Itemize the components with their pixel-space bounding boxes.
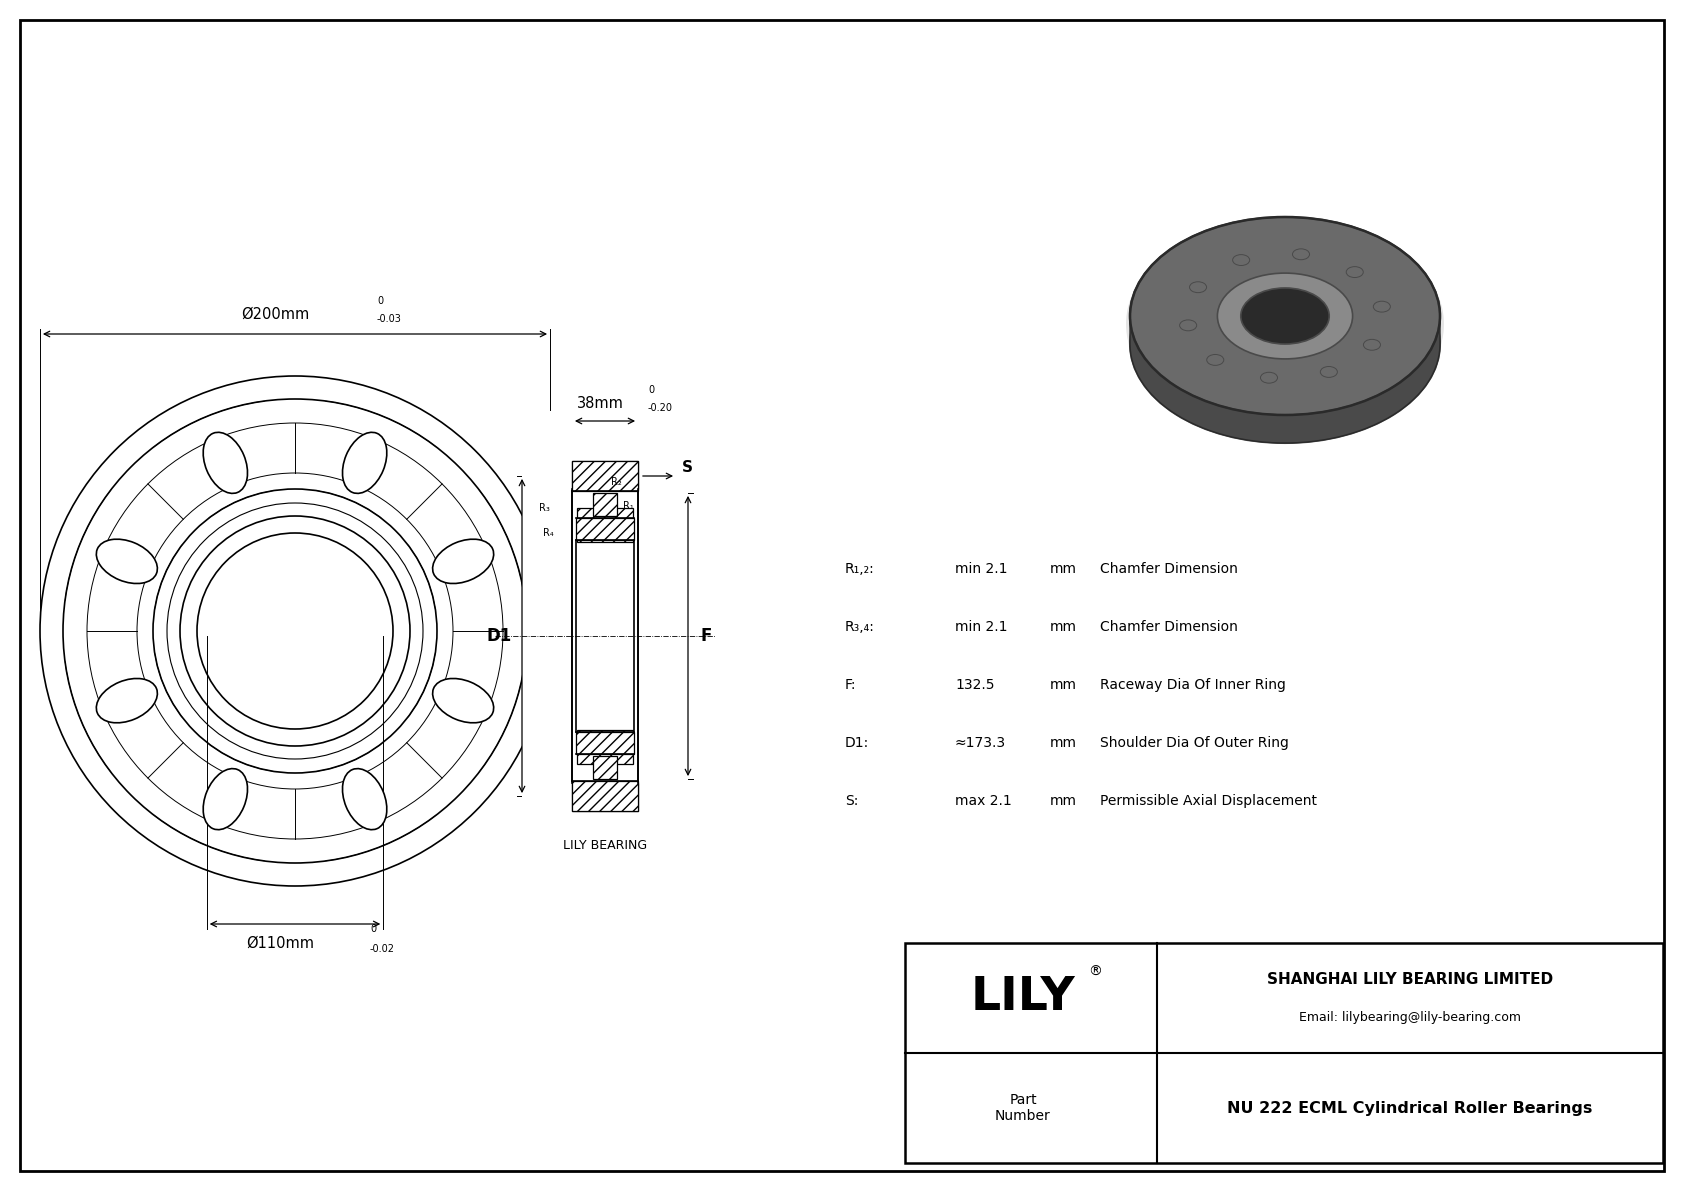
Ellipse shape <box>1130 245 1440 443</box>
Ellipse shape <box>1320 367 1337 378</box>
Text: mm: mm <box>1051 794 1078 807</box>
Ellipse shape <box>1218 273 1352 358</box>
Ellipse shape <box>204 768 248 830</box>
Text: Raceway Dia Of Inner Ring: Raceway Dia Of Inner Ring <box>1100 678 1287 692</box>
Ellipse shape <box>1293 249 1310 260</box>
Ellipse shape <box>96 540 157 584</box>
Ellipse shape <box>1179 320 1197 331</box>
Ellipse shape <box>1130 217 1440 414</box>
Ellipse shape <box>1364 339 1381 350</box>
Text: mm: mm <box>1051 736 1078 750</box>
Text: F: F <box>701 626 711 646</box>
Bar <box>573 461 638 490</box>
Ellipse shape <box>1233 255 1250 266</box>
Text: 0: 0 <box>370 924 376 934</box>
Text: R₃: R₃ <box>539 503 551 513</box>
Ellipse shape <box>342 768 387 830</box>
Bar <box>904 943 1664 1162</box>
Text: R₃,₄:: R₃,₄: <box>845 621 876 634</box>
Ellipse shape <box>433 540 493 584</box>
Text: Chamfer Dimension: Chamfer Dimension <box>1100 562 1238 576</box>
Bar <box>522 411 689 861</box>
Text: Chamfer Dimension: Chamfer Dimension <box>1100 621 1238 634</box>
Text: R₄: R₄ <box>544 528 554 538</box>
Bar <box>573 461 638 491</box>
Text: min 2.1: min 2.1 <box>955 562 1007 576</box>
Bar <box>573 781 638 811</box>
Text: 0: 0 <box>648 385 653 395</box>
Text: -0.02: -0.02 <box>370 944 396 954</box>
Text: R₁: R₁ <box>623 501 633 511</box>
Text: Email: lilybearing@lily-bearing.com: Email: lilybearing@lily-bearing.com <box>1298 1011 1521 1024</box>
Ellipse shape <box>204 432 248 493</box>
Ellipse shape <box>1189 282 1206 293</box>
Text: NU 222 ECML Cylindrical Roller Bearings: NU 222 ECML Cylindrical Roller Bearings <box>1228 1100 1593 1116</box>
Text: Shoulder Dia Of Outer Ring: Shoulder Dia Of Outer Ring <box>1100 736 1288 750</box>
Polygon shape <box>1130 316 1440 443</box>
Text: F:: F: <box>845 678 857 692</box>
Bar <box>593 493 616 516</box>
Bar <box>576 518 633 540</box>
Bar <box>578 730 633 763</box>
Text: mm: mm <box>1051 621 1078 634</box>
Bar <box>576 732 633 754</box>
Ellipse shape <box>342 432 387 493</box>
Ellipse shape <box>433 679 493 723</box>
Ellipse shape <box>1374 301 1391 312</box>
Text: ®: ® <box>1088 965 1101 979</box>
Text: min 2.1: min 2.1 <box>955 621 1007 634</box>
Text: -0.20: -0.20 <box>648 403 674 413</box>
Ellipse shape <box>1346 267 1364 278</box>
Text: D1:: D1: <box>845 736 869 750</box>
Text: S: S <box>682 461 694 475</box>
Text: max 2.1: max 2.1 <box>955 794 1012 807</box>
Ellipse shape <box>96 679 157 723</box>
Text: 38mm: 38mm <box>576 395 623 411</box>
Text: -0.03: -0.03 <box>377 314 402 324</box>
Ellipse shape <box>1241 288 1329 344</box>
Bar <box>573 782 638 811</box>
Text: D1: D1 <box>487 626 512 646</box>
Text: Ø110mm: Ø110mm <box>246 936 313 950</box>
Text: Ø200mm: Ø200mm <box>241 307 310 322</box>
Text: LILY BEARING: LILY BEARING <box>562 838 647 852</box>
Ellipse shape <box>1127 218 1443 430</box>
Bar <box>578 509 633 542</box>
Text: 0: 0 <box>377 297 384 306</box>
Text: S:: S: <box>845 794 859 807</box>
Bar <box>593 756 616 779</box>
Text: R₂: R₂ <box>611 478 621 487</box>
Text: R₁,₂:: R₁,₂: <box>845 562 874 576</box>
Ellipse shape <box>1260 373 1278 384</box>
Text: Permissible Axial Displacement: Permissible Axial Displacement <box>1100 794 1317 807</box>
Ellipse shape <box>1207 355 1224 366</box>
Text: SHANGHAI LILY BEARING LIMITED: SHANGHAI LILY BEARING LIMITED <box>1266 972 1553 986</box>
Text: mm: mm <box>1051 678 1078 692</box>
Text: mm: mm <box>1051 562 1078 576</box>
Text: LILY: LILY <box>970 975 1076 1021</box>
Text: 132.5: 132.5 <box>955 678 995 692</box>
Text: Part
Number: Part Number <box>995 1093 1051 1123</box>
Text: ≈173.3: ≈173.3 <box>955 736 1005 750</box>
